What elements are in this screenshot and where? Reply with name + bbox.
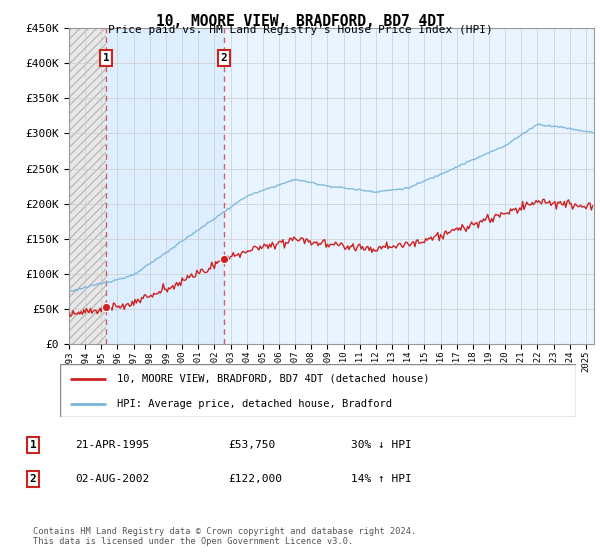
Text: 14% ↑ HPI: 14% ↑ HPI: [351, 474, 412, 484]
Bar: [69, 28, 106, 344]
Text: £122,000: £122,000: [228, 474, 282, 484]
Text: HPI: Average price, detached house, Bradford: HPI: Average price, detached house, Brad…: [117, 399, 392, 409]
Text: 2: 2: [29, 474, 37, 484]
Text: Contains HM Land Registry data © Crown copyright and database right 2024.
This d: Contains HM Land Registry data © Crown c…: [33, 526, 416, 546]
Text: 21-APR-1995: 21-APR-1995: [75, 440, 149, 450]
Bar: [106, 28, 224, 344]
Text: Price paid vs. HM Land Registry's House Price Index (HPI): Price paid vs. HM Land Registry's House …: [107, 25, 493, 35]
Text: 2: 2: [221, 53, 227, 63]
Text: £53,750: £53,750: [228, 440, 275, 450]
Text: 10, MOORE VIEW, BRADFORD, BD7 4DT: 10, MOORE VIEW, BRADFORD, BD7 4DT: [155, 14, 445, 29]
Bar: [224, 28, 594, 344]
Text: 10, MOORE VIEW, BRADFORD, BD7 4DT (detached house): 10, MOORE VIEW, BRADFORD, BD7 4DT (detac…: [117, 374, 429, 384]
Text: 1: 1: [29, 440, 37, 450]
Text: 02-AUG-2002: 02-AUG-2002: [75, 474, 149, 484]
Text: 30% ↓ HPI: 30% ↓ HPI: [351, 440, 412, 450]
Text: 1: 1: [103, 53, 110, 63]
